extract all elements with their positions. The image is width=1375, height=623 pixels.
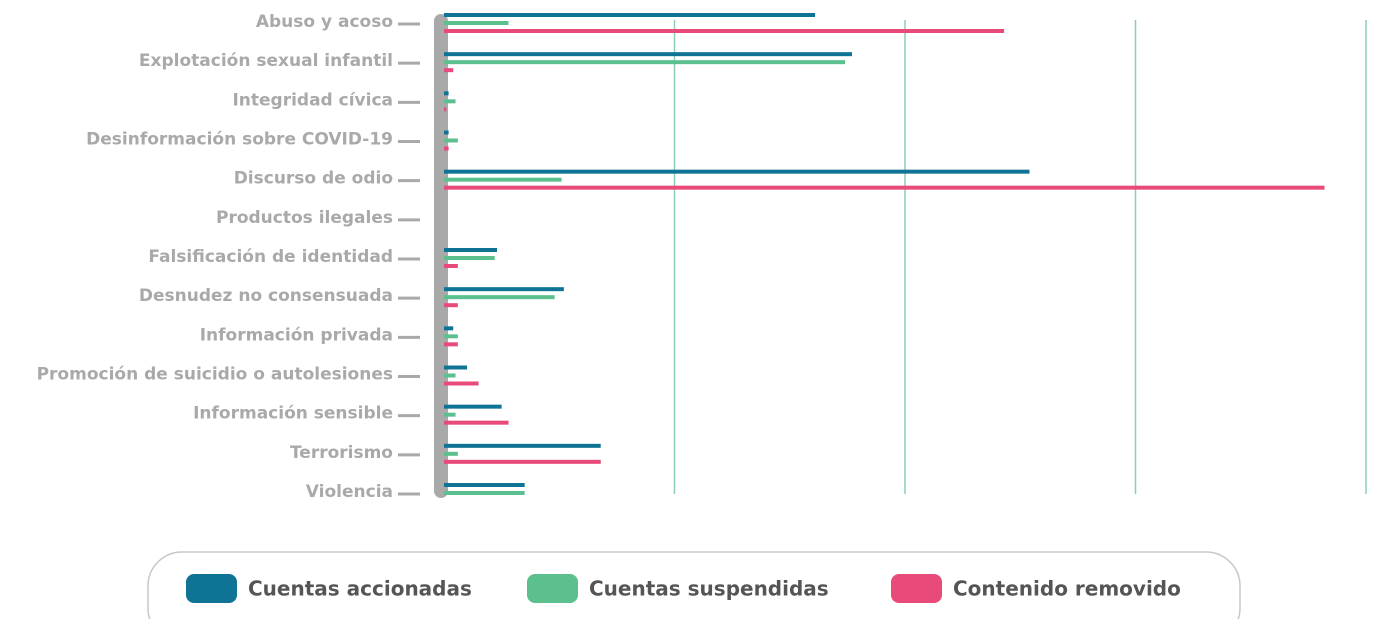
legend-swatch: [186, 574, 237, 603]
y-tick-label: Desinformación sobre COVID-19: [86, 130, 393, 150]
bar: [444, 287, 564, 292]
y-tick-label: Explotación sexual infantil: [139, 51, 393, 71]
bar: [444, 326, 454, 331]
bar: [444, 91, 449, 96]
bar: [444, 68, 454, 73]
y-tick-label: Integridad cívica: [232, 90, 393, 110]
legend-swatch: [891, 574, 942, 603]
y-tick-label: Promoción de suicidio o autolesiones: [37, 365, 393, 385]
y-tick-label: Terrorismo: [290, 443, 393, 463]
bar: [444, 483, 525, 487]
bar: [444, 342, 458, 347]
bar: [444, 52, 852, 57]
bar: [444, 60, 846, 65]
legend-swatch: [527, 574, 578, 603]
bar: [444, 99, 456, 104]
bar: [444, 264, 458, 268]
bar: [444, 29, 1005, 33]
y-tick-label: Abuso y acoso: [256, 12, 393, 32]
bar: [444, 412, 456, 417]
bar: [444, 248, 498, 252]
bar: [444, 138, 458, 143]
bar: [444, 451, 458, 456]
legend-label: Cuentas suspendidas: [589, 577, 829, 601]
bar: [444, 420, 509, 425]
bar: [444, 295, 555, 300]
bar: [444, 130, 449, 135]
bar: [444, 459, 601, 464]
bar: [444, 443, 601, 448]
bar: [444, 169, 1030, 174]
bar: [444, 373, 456, 378]
bar: [444, 13, 816, 17]
legend-label: Contenido removido: [953, 577, 1181, 601]
bar: [444, 303, 458, 308]
bar: [444, 177, 562, 182]
bar: [444, 185, 1325, 190]
bar: [444, 365, 468, 370]
legend-label: Cuentas accionadas: [248, 577, 472, 601]
legend-box: [147, 551, 1241, 623]
y-tick-label: Violencia: [306, 482, 393, 502]
bar: [444, 381, 479, 386]
bar: [444, 256, 495, 260]
bar: [444, 146, 449, 151]
bar: [444, 334, 458, 339]
y-tick-label: Desnudez no consensuada: [139, 286, 393, 306]
y-tick-label: Falsificación de identidad: [148, 247, 393, 267]
y-tick-label: Información privada: [200, 325, 393, 345]
y-tick-label: Discurso de odio: [234, 169, 393, 189]
y-tick-label: Productos ilegales: [216, 208, 393, 228]
y-tick-label: Información sensible: [193, 404, 393, 424]
bar: [444, 404, 502, 409]
bar: [444, 107, 447, 112]
bar: [444, 491, 525, 495]
bar: [444, 21, 509, 25]
